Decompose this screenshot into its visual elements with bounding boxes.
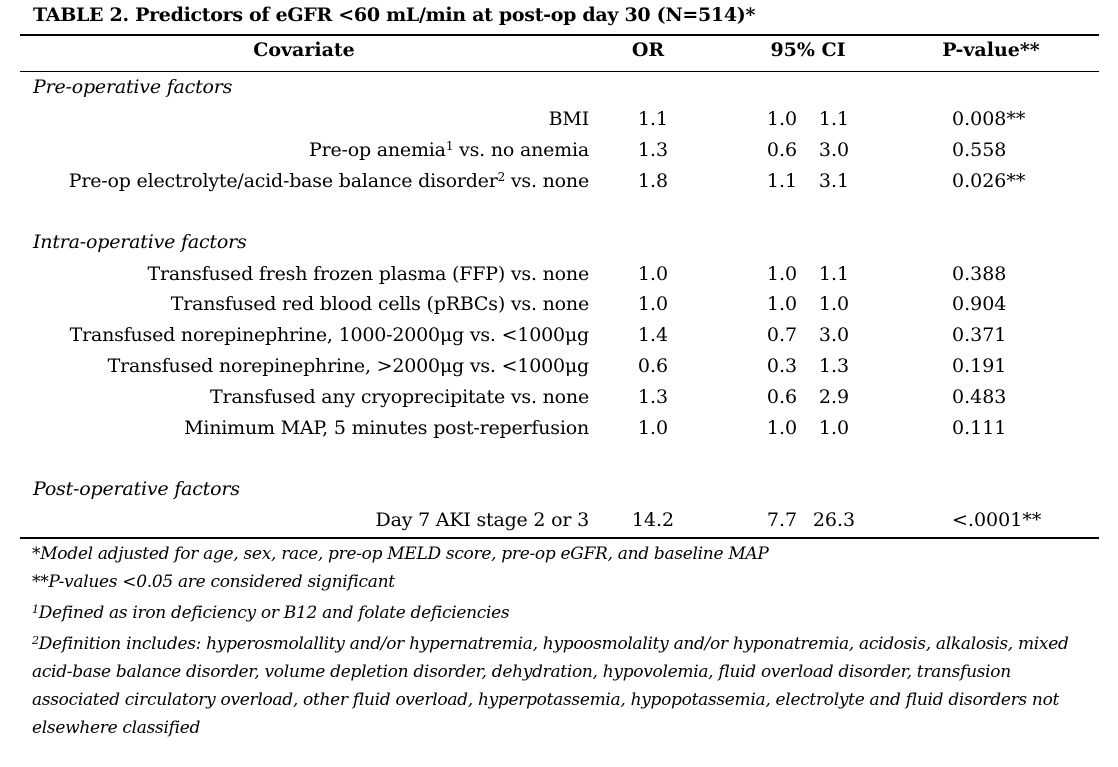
table-row: Transfused red blood cells (pRBCs) vs. n… [0,293,1118,319]
row-ci-upper: 1.0 [818,293,850,315]
row-label: Minimum MAP, 5 minutes post-reperfusion [184,417,589,439]
row-ci-lower: 7.7 [766,509,798,531]
table-row: Transfused norepinephrine, >2000μg vs. <… [0,355,1118,381]
table-row: Pre-op electrolyte/acid-base balance dis… [0,170,1118,196]
header-p-value: P-value** [942,39,1040,61]
table-row: Transfused norepinephrine, 1000-2000μg v… [0,324,1118,350]
row-p-value: 0.483 [952,386,1007,408]
row-ci-lower: 1.0 [766,108,798,130]
row-p-value: 0.371 [952,324,1007,346]
footnote-model: *Model adjusted for age, sex, race, pre-… [32,544,769,564]
table-row: Day 7 AKI stage 2 or 3 14.2 7.7 26.3 <.0… [0,509,1118,535]
row-or: 1.3 [637,386,669,408]
footnote-marker: 1 [445,139,454,153]
row-ci-upper: 3.0 [818,139,850,161]
row-or: 1.0 [637,263,669,285]
table-row: Transfused any cryoprecipitate vs. none … [0,386,1118,412]
row-p-value: <.0001** [952,509,1042,531]
bottom-rule [20,537,1099,539]
row-ci-lower: 1.0 [766,417,798,439]
footnotes: *Model adjusted for age, sex, race, pre-… [32,540,1102,742]
footnote-significance: **P-values <0.05 are considered signific… [32,572,395,592]
row-ci-lower: 0.7 [766,324,798,346]
header-or: OR [631,39,665,61]
footnote-1: 1Defined as iron deficiency or B12 and f… [32,596,1102,627]
row-ci-upper: 1.1 [818,108,850,130]
row-ci-lower: 1.1 [766,170,798,192]
table-row: Transfused fresh frozen plasma (FFP) vs.… [0,263,1118,289]
row-p-value: 0.008** [952,108,1026,130]
footnote-2-marker: 2 [32,634,39,647]
row-p-value: 0.904 [952,293,1007,315]
row-label: Transfused norepinephrine, 1000-2000μg v… [69,324,590,346]
row-label: Pre-op anemia1 vs. no anemia [309,139,589,161]
section-label-pre-operative: Pre-operative factors [33,76,233,98]
row-p-value: 0.026** [952,170,1026,192]
row-or: 14.2 [631,509,675,531]
row-ci-upper: 2.9 [818,386,850,408]
row-ci-lower: 1.0 [766,293,798,315]
row-or: 0.6 [637,355,669,377]
row-or: 1.0 [637,417,669,439]
header-covariate: Covariate [253,39,355,61]
section-label-post-operative: Post-operative factors [33,478,240,500]
row-ci-lower: 0.3 [766,355,798,377]
row-or: 1.3 [637,139,669,161]
top-rule [20,34,1099,36]
row-label: Pre-op electrolyte/acid-base balance dis… [68,170,589,192]
row-or: 1.8 [637,170,669,192]
header-ci: 95% CI [770,39,846,61]
row-ci-upper: 1.0 [818,417,850,439]
footnote-1-marker: 1 [32,603,39,616]
footnote-1-text: Defined as iron deficiency or B12 and fo… [38,603,510,623]
row-ci-lower: 1.0 [766,263,798,285]
row-label: Transfused any cryoprecipitate vs. none [209,386,589,408]
row-ci-lower: 0.6 [766,139,798,161]
header-rule [20,71,1099,72]
footnote-marker: 2 [497,170,506,184]
row-or: 1.0 [637,293,669,315]
row-label: Transfused red blood cells (pRBCs) vs. n… [170,293,589,315]
table-row: Pre-op anemia1 vs. no anemia 1.3 0.6 3.0… [0,139,1118,165]
row-or: 1.1 [637,108,669,130]
row-label: BMI [548,108,590,130]
row-ci-upper: 1.3 [818,355,850,377]
row-label: Day 7 AKI stage 2 or 3 [375,509,590,531]
row-ci-upper: 3.0 [818,324,850,346]
row-p-value: 0.111 [952,417,1007,439]
row-or: 1.4 [637,324,669,346]
row-p-value: 0.191 [952,355,1007,377]
row-label: Transfused fresh frozen plasma (FFP) vs.… [147,263,590,285]
footnote-2-text: Definition includes: hyperosmolallity an… [32,634,1069,738]
table-row: BMI 1.1 1.0 1.1 0.008** [0,108,1118,134]
footnote-2: 2Definition includes: hyperosmolallity a… [32,627,1102,742]
row-ci-upper: 3.1 [818,170,850,192]
row-label: Transfused norepinephrine, >2000μg vs. <… [107,355,590,377]
row-p-value: 0.388 [952,263,1007,285]
row-ci-lower: 0.6 [766,386,798,408]
row-ci-upper: 1.1 [818,263,850,285]
row-p-value: 0.558 [952,139,1007,161]
table-row: Minimum MAP, 5 minutes post-reperfusion … [0,417,1118,443]
row-ci-upper: 26.3 [812,509,856,531]
table-title: TABLE 2. Predictors of eGFR <60 mL/min a… [33,4,756,26]
section-label-intra-operative: Intra-operative factors [33,231,247,253]
